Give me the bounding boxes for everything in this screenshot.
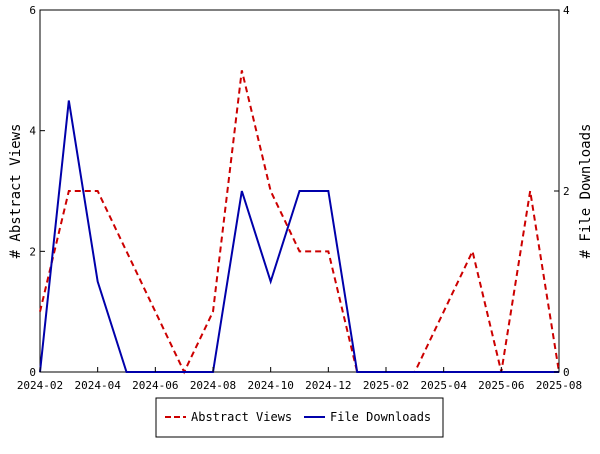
file-downloads-line <box>39 100 559 373</box>
x-tick-label: 2025-02 <box>363 379 409 392</box>
y-axis-left-label: # Abstract Views <box>8 124 24 259</box>
y-right-tick-label: 0 <box>563 366 570 379</box>
y-right-tick-label: 2 <box>563 185 570 198</box>
x-tick-label: 2024-12 <box>305 379 351 392</box>
x-tick-label: 2025-08 <box>536 379 582 392</box>
x-tick-label: 2024-02 <box>17 379 63 392</box>
legend-box <box>155 397 444 438</box>
y-right-tick-label: 4 <box>563 4 570 17</box>
y-left-tick-label: 4 <box>29 125 36 138</box>
y-left-tick-label: 2 <box>29 245 36 258</box>
x-tick-label: 2025-04 <box>420 379 467 392</box>
x-tick-label: 2024-08 <box>190 379 236 392</box>
x-tick-label: 2025-06 <box>478 379 524 392</box>
y-left-tick-label: 6 <box>29 4 36 17</box>
y-left-tick-label: 0 <box>29 366 36 379</box>
legend-label-abstract-views: Abstract Views <box>191 410 292 424</box>
legend: Abstract Views File Downloads <box>155 397 444 438</box>
x-tick-label: 2024-10 <box>247 379 293 392</box>
x-tick-label: 2024-04 <box>74 379 121 392</box>
y-axis-right-label: # File Downloads <box>578 124 594 259</box>
abstract-views-line <box>39 70 560 375</box>
legend-label-file-downloads: File Downloads <box>330 410 431 424</box>
x-tick-label: 2024-06 <box>132 379 178 392</box>
